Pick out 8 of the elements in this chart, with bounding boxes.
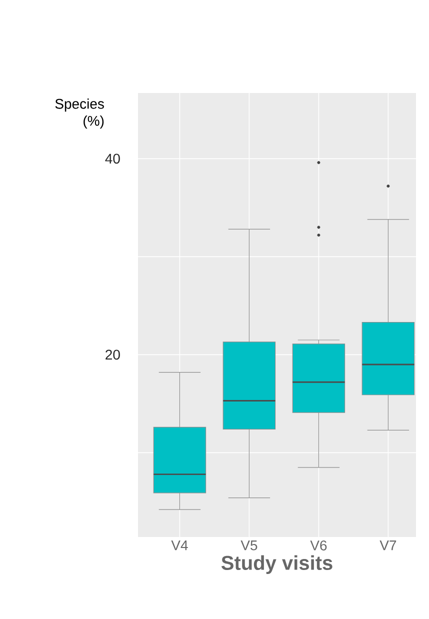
x-tick-label: V5 <box>240 540 258 550</box>
x-axis-title: Study visits <box>221 555 332 574</box>
x-tick-label: V4 <box>171 540 188 550</box>
y-axis-title: Species (%) <box>55 98 104 129</box>
x-tick-label: V6 <box>310 540 327 550</box>
y-tick-label: 20 <box>106 350 120 360</box>
x-tick-label: V7 <box>380 540 396 550</box>
y-tick-label: 40 <box>105 154 120 164</box>
